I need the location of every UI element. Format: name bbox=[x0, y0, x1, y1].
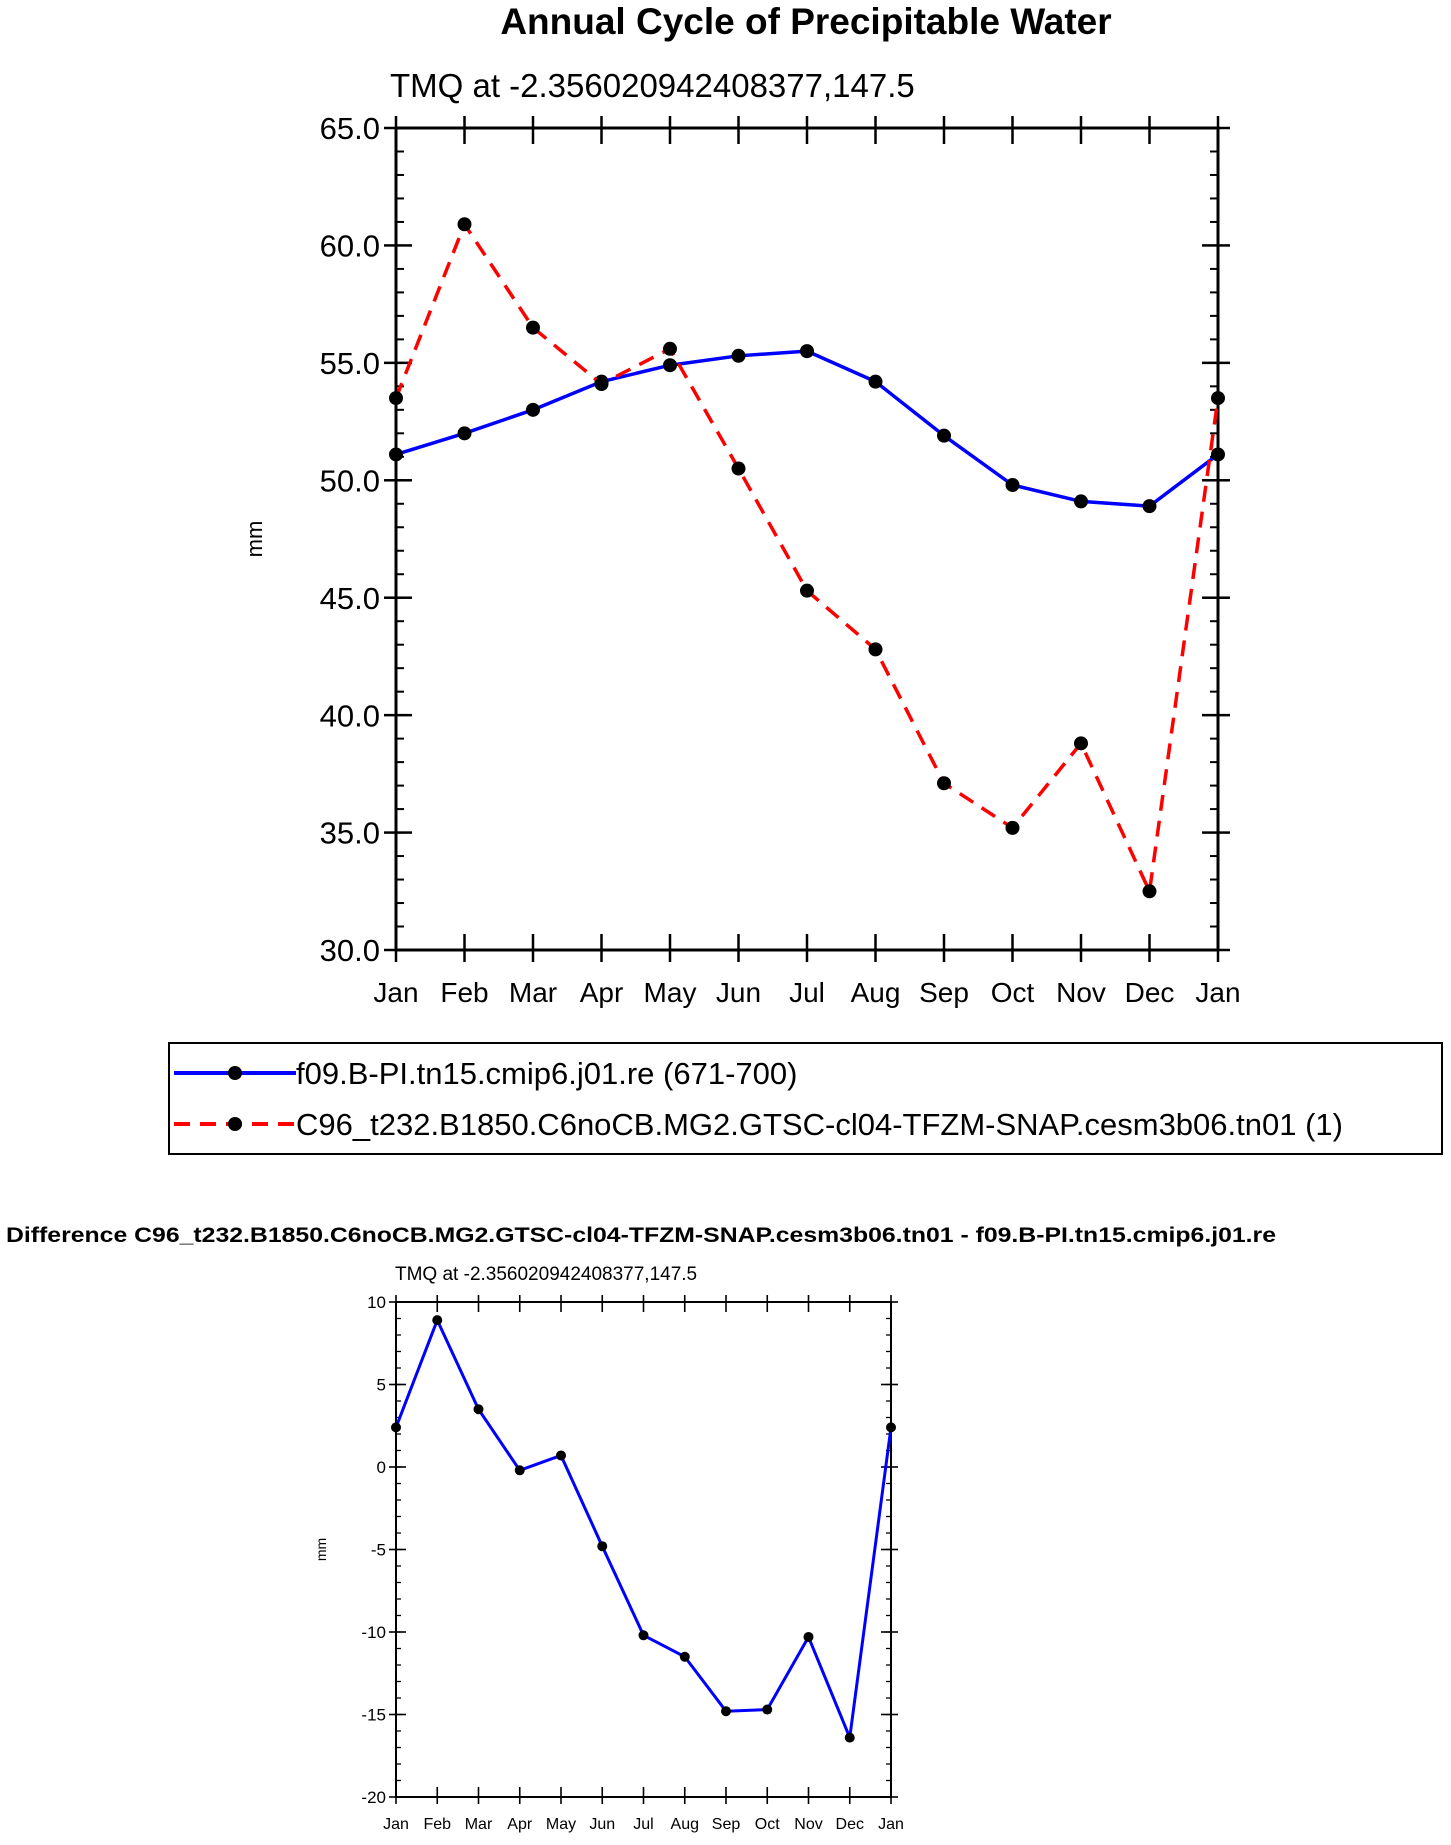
x-tick-label: Jun bbox=[589, 1816, 615, 1833]
x-tick-label: Feb bbox=[423, 1816, 451, 1833]
y-tick-label: -20 bbox=[361, 1788, 386, 1807]
series-0-point bbox=[473, 1404, 484, 1415]
legend-entry-red: C96_t232.B1850.C6noCB.MG2.GTSC-cl04-TFZM… bbox=[296, 1107, 1343, 1142]
series-1-point bbox=[594, 376, 609, 391]
x-tick-label: Mar bbox=[509, 977, 557, 1008]
series-line-0 bbox=[394, 1318, 893, 1740]
plot-frame bbox=[394, 126, 1220, 952]
series-1-point bbox=[389, 391, 403, 406]
y-tick-label: 35.0 bbox=[320, 816, 380, 851]
series-1-point bbox=[457, 217, 472, 232]
legend-entry-blue: f09.B-PI.tn15.cmip6.j01.re (671-700) bbox=[296, 1056, 797, 1091]
x-tick-label: Jul bbox=[789, 977, 825, 1008]
y-tick-label: 10 bbox=[367, 1293, 386, 1312]
series-0-point bbox=[556, 1450, 566, 1461]
series-0-point bbox=[762, 1704, 773, 1715]
top-chart-subtitle: TMQ at -2.356020942408377,147.5 bbox=[390, 67, 915, 104]
bottom-chart-subtitle: TMQ at -2.356020942408377,147.5 bbox=[395, 1264, 697, 1285]
x-tick-label: Oct bbox=[991, 977, 1035, 1008]
y-tick-label: 60.0 bbox=[320, 229, 380, 264]
series-0-point bbox=[844, 1732, 855, 1743]
y-tick-label: 0 bbox=[377, 1458, 386, 1477]
y-tick-label: 30.0 bbox=[320, 933, 380, 968]
bottom-plot-area: Jan Feb Mar Apr May Jun Jul Aug Sep Oct Nov Dec Jan -… bbox=[313, 1293, 904, 1833]
y-tick-label: 45.0 bbox=[320, 581, 380, 616]
series-0-point bbox=[391, 1422, 401, 1433]
y-tick-label: 55.0 bbox=[320, 346, 380, 381]
series-0-point bbox=[457, 426, 472, 441]
series-0-point bbox=[1142, 499, 1157, 514]
series-0-point bbox=[514, 1465, 525, 1476]
y-tick-label: 5 bbox=[377, 1376, 386, 1395]
series-0-point bbox=[663, 358, 677, 373]
series-0-point bbox=[1074, 494, 1088, 509]
x-tick-label: Jan bbox=[373, 977, 418, 1008]
y-tick-label: 40.0 bbox=[320, 698, 380, 733]
x-tick-label: Aug bbox=[851, 977, 901, 1008]
series-line-1 bbox=[394, 222, 1220, 894]
y-tick-label: 50.0 bbox=[320, 463, 380, 498]
series-0-point bbox=[803, 1631, 814, 1642]
series-1-point bbox=[1005, 820, 1020, 835]
series-1-point bbox=[868, 642, 883, 657]
series-0-point bbox=[800, 344, 814, 359]
x-tick-label: Sep bbox=[919, 977, 969, 1008]
y-tick-label: -10 bbox=[361, 1623, 386, 1642]
x-tick-label: Jan bbox=[1195, 977, 1240, 1008]
series-1-point bbox=[1211, 391, 1225, 406]
x-tick-label: Mar bbox=[465, 1816, 493, 1833]
plot-frame bbox=[395, 1301, 892, 1798]
x-tick-label: Jan bbox=[878, 1816, 904, 1833]
x-tick-label: May bbox=[644, 977, 697, 1008]
y-tick-label: -15 bbox=[361, 1706, 386, 1725]
series-0-point bbox=[638, 1630, 649, 1641]
legend-marker-red bbox=[228, 1117, 242, 1131]
x-tick-label: May bbox=[546, 1816, 576, 1833]
x-tick-label: Feb bbox=[440, 977, 488, 1008]
y-axis-label: mm bbox=[242, 521, 267, 558]
x-tick-label: Nov bbox=[1056, 977, 1106, 1008]
y-tick-label: 65.0 bbox=[320, 111, 380, 146]
series-0-point bbox=[597, 1541, 608, 1552]
legend-box bbox=[168, 1042, 1443, 1155]
x-tick-label: Jul bbox=[633, 1816, 653, 1833]
legend-marker-blue bbox=[228, 1066, 242, 1080]
series-0-point bbox=[721, 1706, 731, 1717]
x-tick-label: Dec bbox=[836, 1816, 864, 1833]
x-tick-label: Nov bbox=[794, 1816, 822, 1833]
y-tick-label: -5 bbox=[371, 1541, 386, 1560]
series-line-0 bbox=[395, 349, 1220, 508]
series-1-point bbox=[1142, 884, 1157, 899]
top-chart-title: Annual Cycle of Precipitable Water bbox=[500, 1, 1111, 42]
series-0-point bbox=[679, 1651, 690, 1662]
x-tick-label: Jan bbox=[383, 1816, 409, 1833]
x-tick-label: Sep bbox=[712, 1816, 741, 1833]
x-tick-label: Aug bbox=[671, 1816, 699, 1833]
series-1-point bbox=[731, 461, 746, 476]
x-tick-label: Oct bbox=[755, 1816, 780, 1833]
series-0-point bbox=[731, 348, 746, 363]
legend: f09.B-PI.tn15.cmip6.j01.re (671-700) C96… bbox=[168, 1042, 1443, 1155]
x-tick-label: Apr bbox=[580, 977, 624, 1008]
top-plot-area: Jan Feb Mar Apr May Jun Jul Aug Sep Oct Nov Dec Jan 3… bbox=[242, 111, 1241, 1008]
series-0-point bbox=[886, 1422, 896, 1433]
series-1-point bbox=[937, 776, 951, 791]
series-0-point bbox=[937, 428, 951, 443]
series-1-point bbox=[1074, 736, 1088, 751]
x-tick-label: Dec bbox=[1125, 977, 1175, 1008]
x-tick-label: Apr bbox=[507, 1816, 533, 1833]
series-0-point bbox=[1005, 477, 1020, 492]
series-0-point bbox=[432, 1315, 443, 1326]
series-0-point bbox=[389, 447, 403, 462]
series-1-point bbox=[526, 320, 540, 335]
series-1-point bbox=[663, 341, 677, 356]
y-axis-label: mm bbox=[313, 1538, 329, 1561]
bottom-chart-title: Difference C96_t232.B1850.C6noCB.MG2.GTS… bbox=[6, 1224, 1276, 1247]
series-0-point bbox=[526, 402, 540, 417]
series-0-point bbox=[868, 374, 883, 389]
series-1-point bbox=[800, 583, 814, 598]
series-0-point bbox=[1211, 447, 1225, 462]
x-tick-label: Jun bbox=[716, 977, 761, 1008]
